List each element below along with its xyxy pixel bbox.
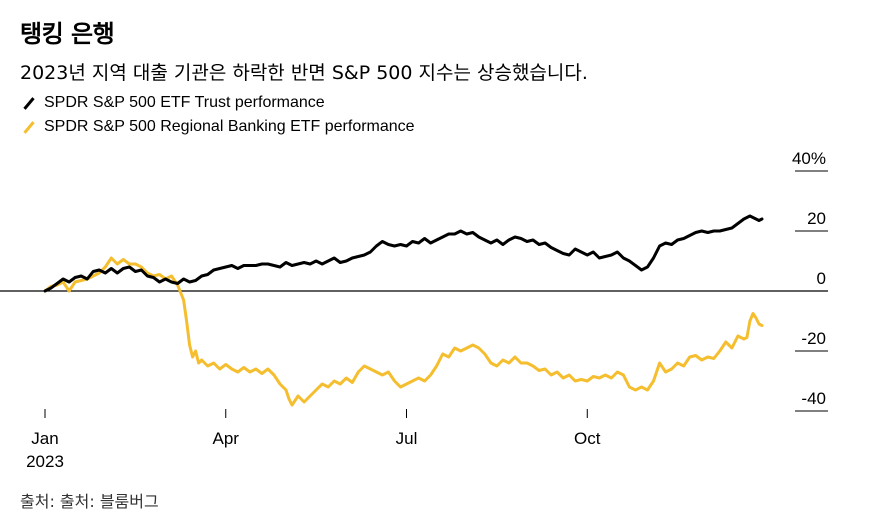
legend-item-kre: SPDR S&P 500 Regional Banking ETF perfor… bbox=[20, 118, 415, 136]
legend-item-spy: SPDR S&P 500 ETF Trust performance bbox=[20, 94, 325, 112]
legend-label-kre: SPDR S&P 500 Regional Banking ETF perfor… bbox=[44, 118, 415, 135]
y-tick-label: -20 bbox=[801, 329, 826, 348]
x-tick-label: Jan bbox=[31, 429, 58, 448]
legend-label-spy: SPDR S&P 500 ETF Trust performance bbox=[44, 94, 325, 111]
y-tick-label: 0 bbox=[817, 269, 826, 288]
chart-title: 탱킹 은행 bbox=[20, 20, 115, 48]
line-layer bbox=[43, 214, 764, 407]
x-tick-label: Oct bbox=[574, 429, 601, 448]
x-tick-label: Apr bbox=[213, 429, 240, 448]
grid-layer bbox=[0, 170, 828, 412]
y-tick-label: -40 bbox=[801, 389, 826, 408]
axis-layer: 40% 20 0 -20 -40 Jan 2023 Apr Jul Oct bbox=[26, 149, 826, 471]
chart-subtitle: 2023년 지역 대출 기관은 하락한 반면 S&P 500 지수는 상승했습니… bbox=[20, 62, 588, 84]
y-tick-label: 40% bbox=[792, 149, 826, 168]
series-line-spy bbox=[43, 214, 764, 293]
series-line-kre bbox=[43, 256, 764, 407]
source-note: 출처: 출처: 블룸버그 bbox=[20, 492, 159, 511]
x-tick-sublabel: 2023 bbox=[26, 452, 64, 471]
x-tick-label: Jul bbox=[396, 429, 418, 448]
y-tick-label: 20 bbox=[807, 209, 826, 228]
